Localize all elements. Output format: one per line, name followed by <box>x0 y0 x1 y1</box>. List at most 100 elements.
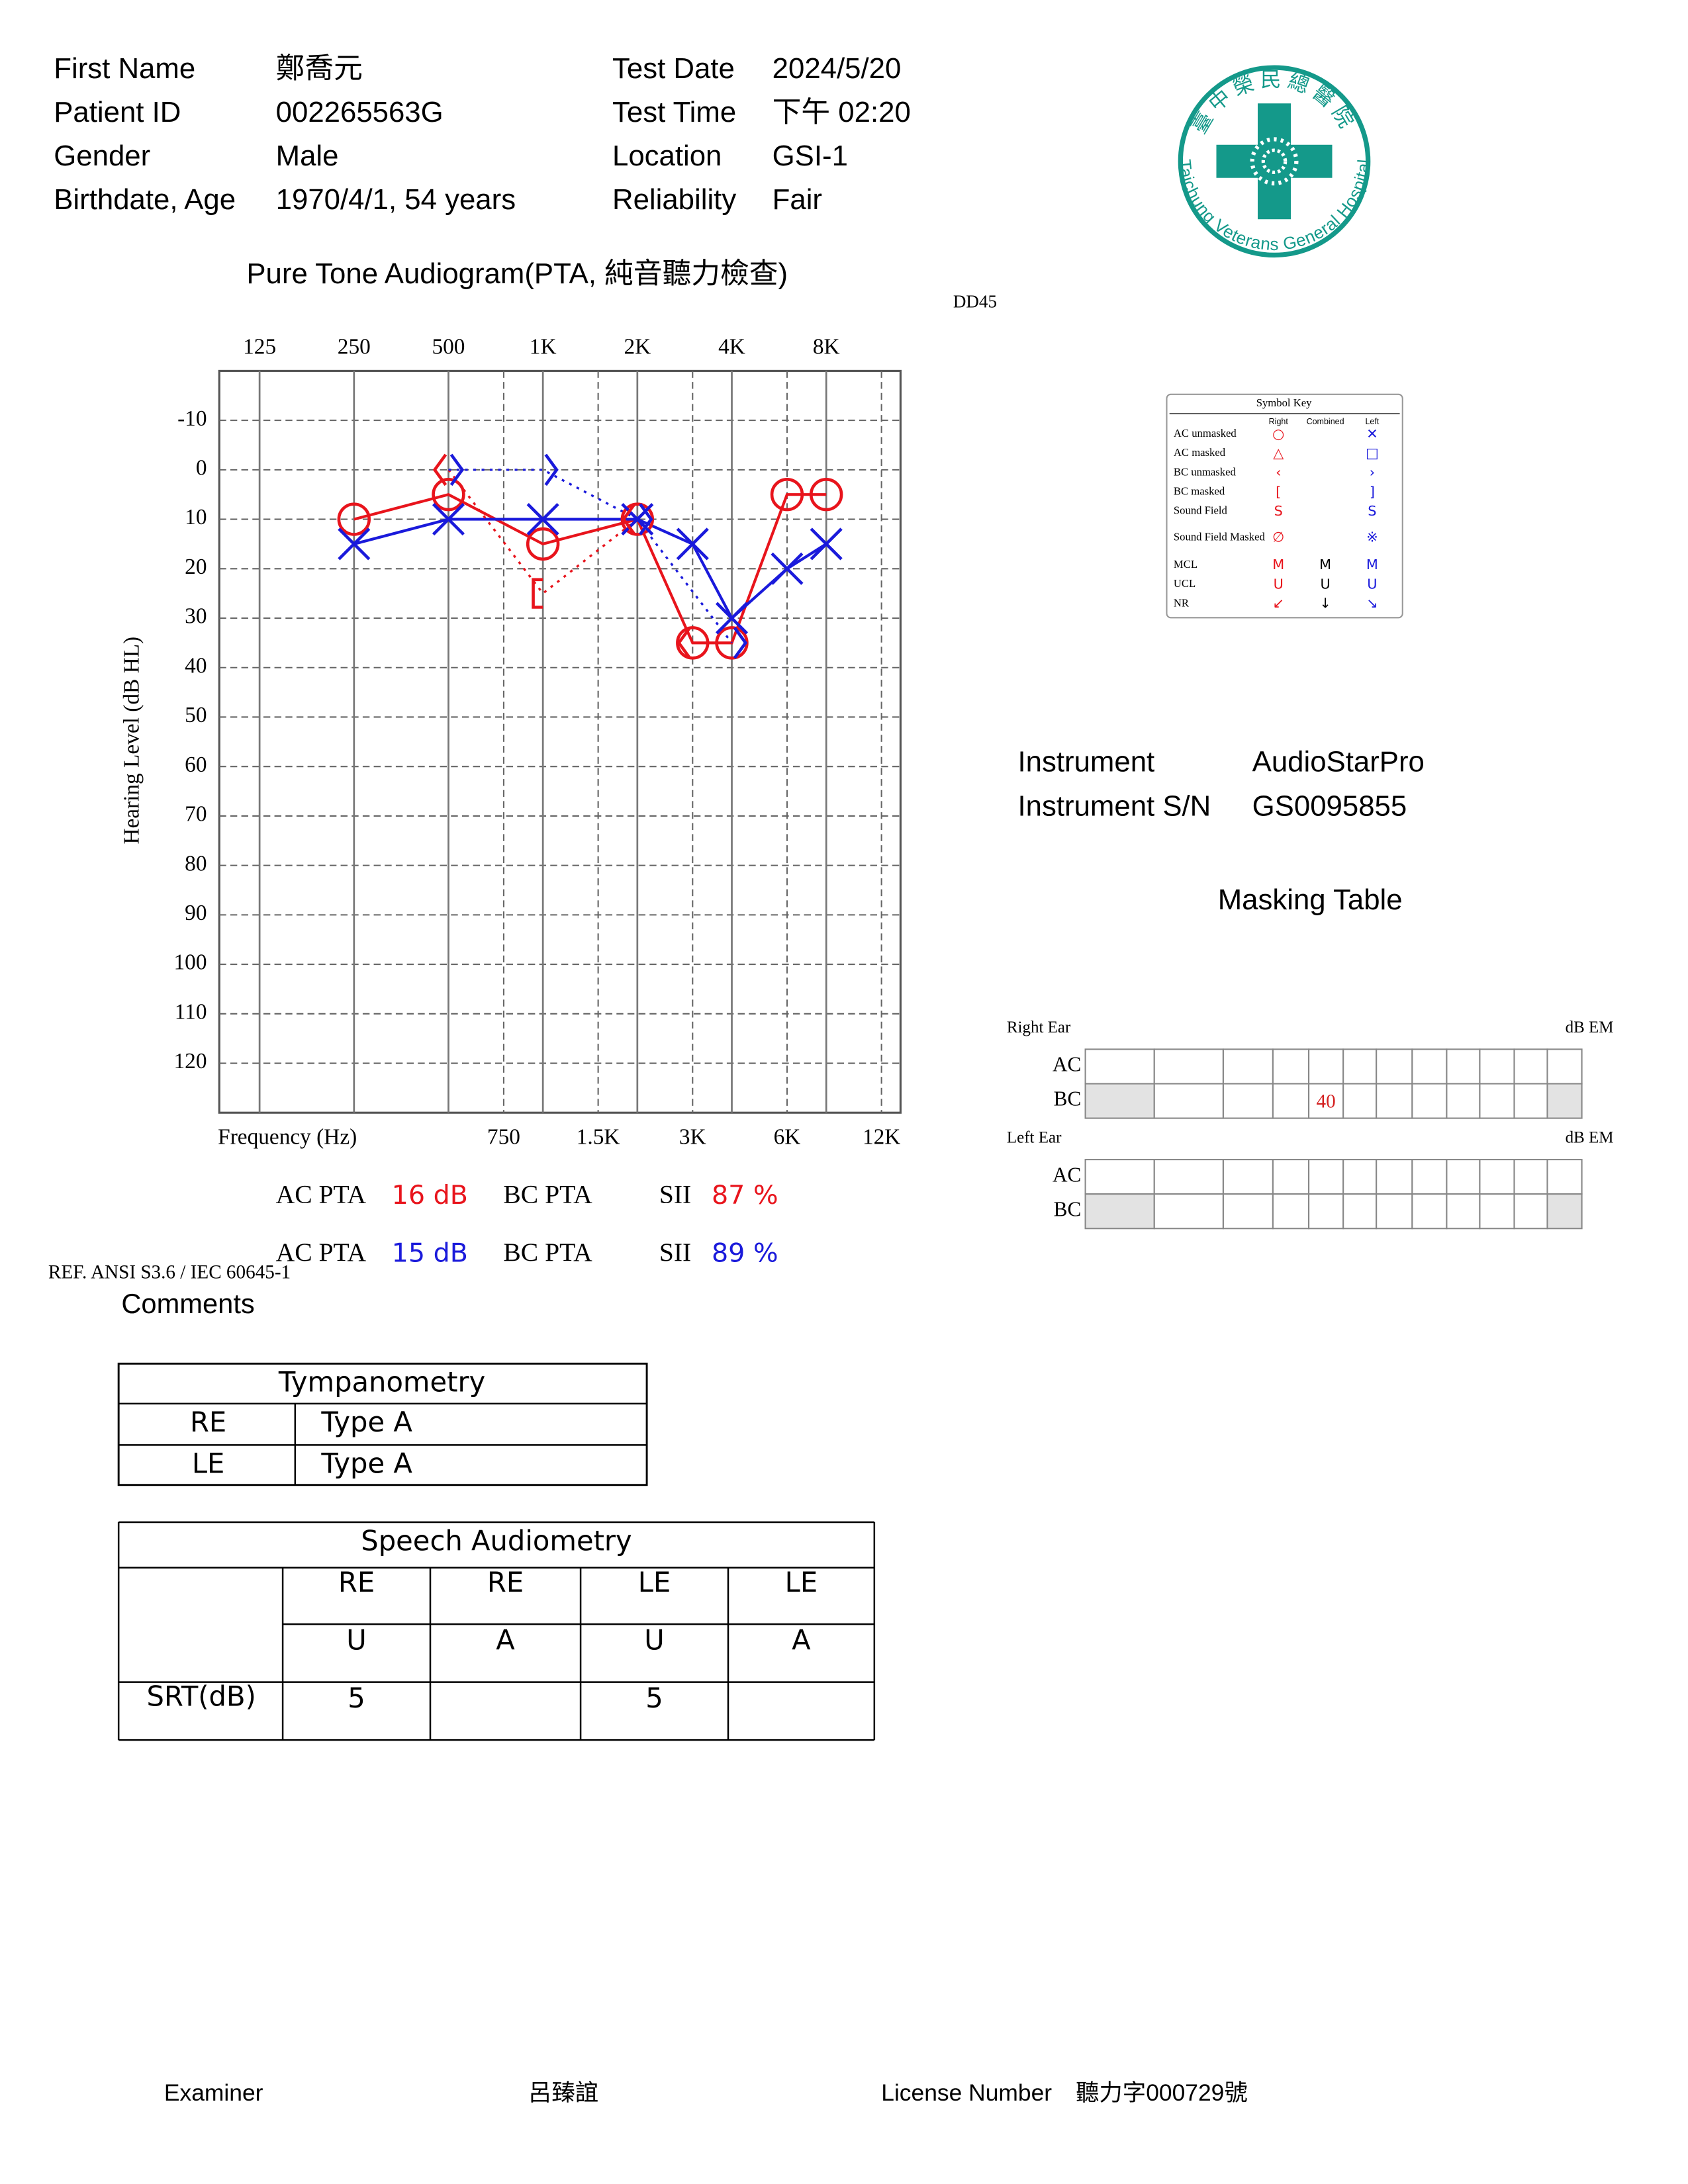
instrument-value: GS0095855 <box>1252 790 1407 822</box>
logo-dots <box>1250 137 1299 186</box>
masking-title: Masking Table <box>1218 884 1403 916</box>
masking-cell <box>1411 1048 1448 1085</box>
masking-cell <box>1153 1048 1224 1085</box>
masking-cell <box>1446 1048 1481 1085</box>
symbol-key-symbol: ∅ <box>1272 529 1284 545</box>
field-label: Patient ID <box>54 96 181 128</box>
masking-cell <box>1084 1048 1155 1085</box>
row-label: BC <box>1054 1197 1082 1220</box>
masking-cell <box>1479 1159 1515 1195</box>
masking-cell <box>1513 1048 1548 1085</box>
symbol-key-symbol: ○ <box>1272 426 1284 441</box>
masking-cell <box>1084 1083 1155 1119</box>
sii-value: 87 % <box>712 1180 778 1210</box>
x-tick-label: 8K <box>813 335 840 359</box>
masking-cell <box>1513 1193 1548 1230</box>
symbol-key-symbol: ↙ <box>1273 595 1284 611</box>
field-label: Reliability <box>612 183 736 216</box>
table-header: A <box>496 1623 515 1656</box>
x-tick-label: 250 <box>338 335 371 359</box>
transducer-label: DD45 <box>953 292 997 312</box>
pta-label: BC PTA <box>503 1179 592 1208</box>
sii-value: 89 % <box>712 1238 778 1268</box>
masking-cell <box>1222 1159 1274 1195</box>
x-tick-label: 12K <box>863 1124 900 1149</box>
table-header: U <box>346 1623 367 1656</box>
masking-cell <box>1411 1083 1448 1119</box>
symbol-key-symbol: [ <box>1276 484 1281 500</box>
symbol-key-symbol: U <box>1274 576 1284 592</box>
data-point <box>432 478 465 512</box>
masking-cell <box>1479 1048 1515 1085</box>
symbol-key-symbol: M <box>1272 557 1284 572</box>
symbol-key-symbol: M <box>1319 557 1331 572</box>
masking-cell <box>1479 1083 1515 1119</box>
table-header: A <box>792 1623 811 1656</box>
masking-cell <box>1342 1048 1378 1085</box>
masking-cell <box>1272 1048 1310 1085</box>
symbol-key-label: UCL <box>1174 577 1196 590</box>
series-line <box>353 493 827 645</box>
examiner-name: 呂臻誼 <box>528 2079 598 2106</box>
y-tick-label: -10 <box>177 406 207 431</box>
masking-cell <box>1411 1159 1448 1195</box>
symbol-key-symbol: □ <box>1366 445 1379 461</box>
y-tick-label: 20 <box>185 555 207 579</box>
masking-cell <box>1342 1193 1378 1230</box>
row-label: BC <box>1054 1087 1082 1111</box>
masking-cell <box>1376 1193 1413 1230</box>
pta-label: BC PTA <box>503 1238 592 1267</box>
field-label: Gender <box>54 140 150 172</box>
masking-cell <box>1546 1193 1583 1230</box>
masking-cell <box>1308 1048 1344 1085</box>
pta-value: 16 dB <box>392 1180 468 1210</box>
table-cell: LE <box>192 1447 225 1480</box>
instrument-label: Instrument <box>1018 746 1155 778</box>
symbol-key-column: Combined <box>1307 417 1344 426</box>
data-point <box>526 503 559 536</box>
ear-label: Right Ear <box>1007 1019 1071 1036</box>
masking-cell <box>1308 1083 1344 1119</box>
table-cell: RE <box>190 1406 226 1438</box>
row-label: AC <box>1053 1053 1081 1076</box>
data-point <box>432 503 465 536</box>
symbol-key-symbol: U <box>1320 576 1330 592</box>
x-tick-label: 1.5K <box>577 1124 620 1149</box>
masking-cell <box>1376 1048 1413 1085</box>
data-point <box>809 478 843 512</box>
y-tick-label: 90 <box>185 901 207 925</box>
masking-cell <box>1446 1159 1481 1195</box>
data-point <box>810 527 843 561</box>
y-tick-label: 120 <box>174 1049 207 1073</box>
x-tick-label: 4K <box>718 335 745 359</box>
comments-title: Comments <box>121 1288 254 1319</box>
masking-cell <box>1411 1193 1448 1230</box>
symbol-key-symbol: △ <box>1273 445 1284 461</box>
data-point <box>621 503 654 536</box>
symbol-key-title: Symbol Key <box>1256 396 1312 409</box>
y-tick-label: 50 <box>185 703 207 727</box>
row-label: SRT(dB) <box>147 1680 256 1713</box>
masking-cell <box>1308 1193 1344 1230</box>
table-header: LE <box>785 1566 818 1598</box>
row-label: AC <box>1053 1163 1081 1186</box>
logo-cross <box>1216 103 1333 220</box>
x-tick-label: 2K <box>624 335 651 359</box>
license-label: License Number <box>881 2079 1052 2106</box>
data-point <box>532 578 543 609</box>
symbol-key-label: BC masked <box>1174 485 1225 498</box>
data-point <box>432 453 447 486</box>
ear-label: Left Ear <box>1007 1129 1062 1147</box>
pta-value: 15 dB <box>392 1238 468 1268</box>
symbol-key-symbol: ✕ <box>1366 426 1378 441</box>
data-point <box>639 503 653 535</box>
masking-cell <box>1513 1159 1548 1195</box>
symbol-key-box <box>1166 393 1403 619</box>
y-tick-label: 100 <box>174 950 207 975</box>
masking-cell <box>1222 1193 1274 1230</box>
masking-cell <box>1272 1159 1310 1195</box>
table-cell: Type A <box>320 1447 412 1480</box>
masking-cell <box>1153 1083 1224 1119</box>
field-value: Male <box>276 140 339 172</box>
data-point <box>526 527 560 561</box>
